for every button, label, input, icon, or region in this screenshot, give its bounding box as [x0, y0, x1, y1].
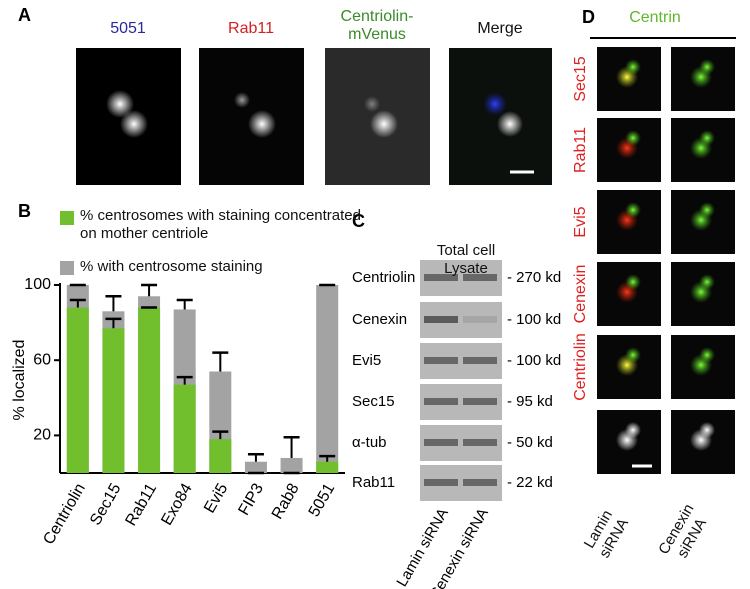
blot-row-label: α-tub [352, 434, 387, 451]
x-tick-label: Sec15 [87, 481, 124, 529]
panel-letter: B [18, 201, 31, 221]
legend-swatch [60, 261, 74, 275]
panel-a-label: Merge [477, 20, 523, 37]
blot-band [463, 274, 497, 281]
x-tick-label: Centriolin [40, 481, 89, 548]
y-axis-label: % localized [11, 340, 28, 421]
error-bar [283, 436, 300, 458]
spot [699, 347, 715, 363]
spot [625, 274, 641, 290]
bar [138, 307, 161, 473]
blot-size-label: - 50 kd [507, 434, 553, 451]
error-bar [176, 375, 193, 385]
blot-band [463, 316, 497, 323]
panel-c-blots [420, 260, 502, 501]
spot [625, 422, 641, 438]
panel-a-images [76, 48, 552, 185]
error-bar [212, 351, 229, 372]
x-tick-label: 5051 [306, 481, 339, 520]
panel-d-images [597, 47, 735, 474]
error-bar [247, 452, 264, 462]
blot-band [463, 357, 497, 364]
bar [316, 285, 339, 473]
bar [102, 328, 125, 473]
row-label: Sec15 [572, 56, 589, 101]
bar [209, 439, 232, 473]
error-bar [319, 454, 336, 462]
spot [699, 422, 715, 438]
spot [625, 202, 641, 218]
blot-band [424, 439, 458, 446]
blot-size-label: - 22 kd [507, 474, 553, 491]
y-tick-label: 20 [33, 427, 51, 444]
blot-band [424, 274, 458, 281]
error-bar [105, 317, 122, 329]
blot-band [424, 357, 458, 364]
blot-size-label: - 95 kd [507, 393, 553, 410]
blot-size-label: - 100 kd [507, 352, 561, 369]
error-bar [141, 283, 158, 297]
panel-letter: A [18, 5, 31, 25]
x-tick-label: FIP3 [235, 481, 267, 519]
bar [244, 461, 267, 473]
y-tick-label: 100 [24, 276, 51, 293]
row-label: Centriolin [572, 333, 589, 401]
bar [280, 457, 303, 473]
y-tick-label: 60 [33, 351, 51, 368]
row-label: Evi5 [572, 206, 589, 237]
row-label: Rab11 [572, 127, 589, 173]
blot-row-label: Evi5 [352, 352, 381, 369]
blot-band [463, 398, 497, 405]
legend-label: % with centrosome staining [80, 258, 263, 275]
spot [699, 130, 715, 146]
panel-d-title: Centrin [629, 9, 681, 26]
blot-row-label: Centriolin [352, 269, 415, 286]
blot-row-label: Cenexin [352, 311, 407, 328]
blot-band [463, 439, 497, 446]
spot [699, 274, 715, 290]
panel-letter: D [582, 7, 595, 27]
panel-a-label: Rab11 [228, 20, 274, 37]
spot [625, 347, 641, 363]
x-tick-label: Evi5 [201, 481, 231, 517]
x-tick-label: Rab8 [269, 481, 303, 523]
spot [699, 59, 715, 75]
legend-swatch [60, 211, 74, 225]
blot-band [424, 398, 458, 405]
spot [625, 130, 641, 146]
panel-c-title: Total cell Lysate [436, 242, 496, 277]
panel-letter: C [352, 211, 365, 231]
panel-a-label: 5051 [110, 20, 146, 37]
row-label: Cenexin [572, 265, 589, 324]
blot-row-label: Rab11 [352, 474, 395, 491]
x-tick-label: Rab11 [122, 481, 160, 529]
spot [625, 59, 641, 75]
bar [316, 461, 339, 473]
bar [173, 384, 196, 473]
blot-band [424, 316, 458, 323]
error-bar [69, 298, 86, 308]
legend-label: % centrosomes with staining concentrated… [80, 207, 361, 242]
blot-row-label: Sec15 [352, 393, 395, 410]
blot-size-label: - 270 kd [507, 269, 561, 286]
error-bar [212, 430, 229, 440]
error-bar [105, 295, 122, 312]
blot-band [463, 479, 497, 486]
x-tick-label: Exo84 [158, 481, 195, 529]
spot [699, 202, 715, 218]
blot-band [424, 479, 458, 486]
blot-size-label: - 100 kd [507, 311, 561, 328]
panel-a-label: Centriolin-mVenus [340, 8, 414, 43]
error-bar [176, 298, 193, 310]
bar [66, 307, 89, 473]
